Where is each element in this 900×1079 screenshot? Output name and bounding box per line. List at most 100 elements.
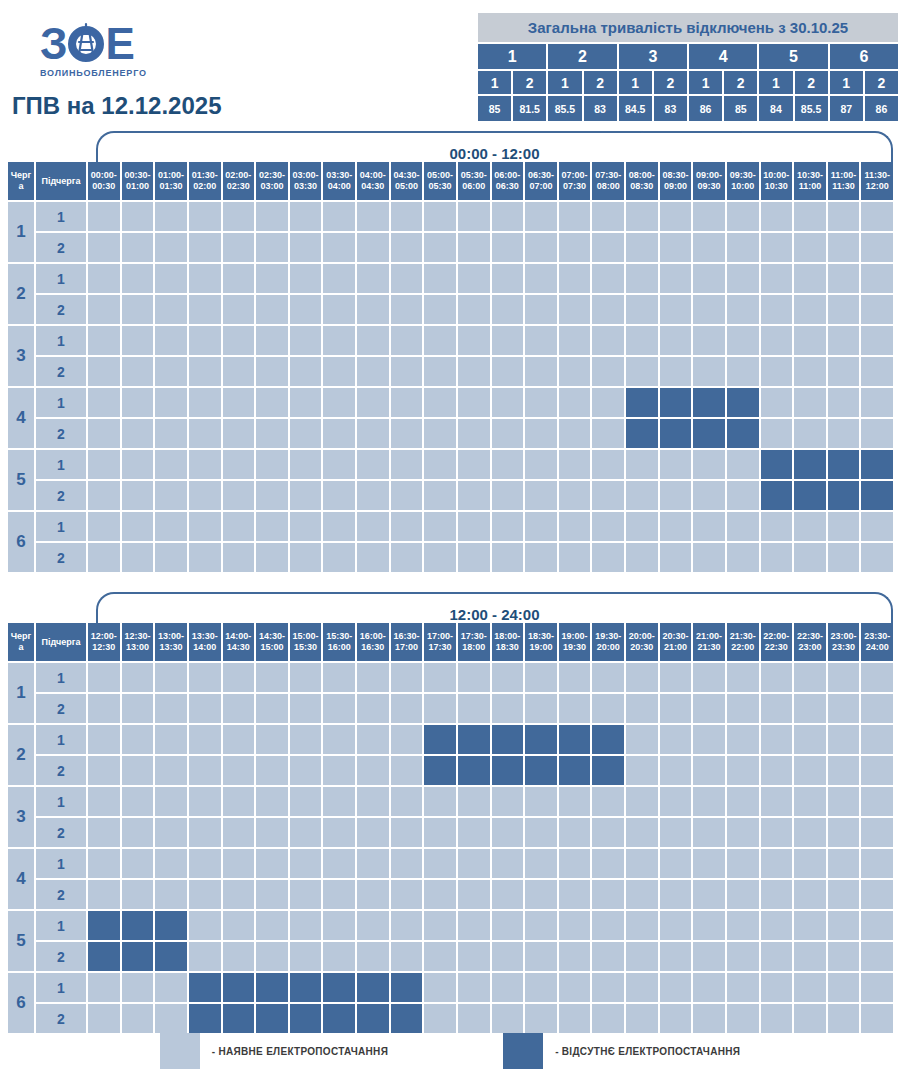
schedule-cell: [761, 942, 793, 971]
schedule-cell: [559, 512, 591, 541]
schedule-cell: [727, 264, 759, 293]
schedule-cell: [290, 849, 322, 878]
schedule-cell: [256, 818, 288, 847]
schedule-cell: [155, 233, 187, 262]
schedule-cell: [458, 202, 490, 231]
summary-outage-duration-table: Загальна тривалість відключень з 30.10.2…: [478, 13, 898, 121]
schedule-cell: [391, 694, 423, 723]
schedule-cell: [155, 787, 187, 816]
legend-item-available: - НАЯВНЕ ЕЛЕКТРОПОСТАЧАННЯ: [160, 1033, 388, 1069]
time-slot-header: 19:00-19:30: [559, 623, 591, 661]
schedule-cell: [559, 388, 591, 417]
schedule-cell: [223, 357, 255, 386]
schedule-cell: [88, 694, 120, 723]
summary-duration-value: 83: [584, 96, 617, 121]
queue-label-2: 2: [8, 264, 34, 324]
schedule-cell: [458, 295, 490, 324]
schedule-cell: [492, 973, 524, 1002]
schedule-cell: [122, 818, 154, 847]
summary-queue-row: 123456: [478, 44, 898, 69]
schedule-cell: [559, 849, 591, 878]
schedule-cell: [794, 233, 826, 262]
schedule-table-evening: ЧергаПідчерга12:00-12:3012:30-13:0013:00…: [8, 623, 893, 1033]
subqueue-label: 1: [36, 512, 86, 541]
schedule-cell: [155, 1004, 187, 1033]
schedule-cell: [693, 388, 725, 417]
schedule-cell: [492, 264, 524, 293]
schedule-cell: [424, 818, 456, 847]
schedule-cell: [458, 787, 490, 816]
schedule-cell: [290, 787, 322, 816]
schedule-cell: [88, 1004, 120, 1033]
schedule-page: З Е ВОЛИНЬОБЛЕНЕРГО ГПВ на 12.12.2025 З: [0, 0, 900, 1079]
schedule-cell: [458, 973, 490, 1002]
schedule-cell: [458, 1004, 490, 1033]
schedule-cell: [290, 942, 322, 971]
schedule-cell: [592, 357, 624, 386]
schedule-cell: [424, 512, 456, 541]
schedule-cell: [189, 818, 221, 847]
schedule-cell: [122, 357, 154, 386]
subqueue-label: 2: [36, 481, 86, 510]
schedule-cell: [256, 512, 288, 541]
schedule-cell: [189, 295, 221, 324]
schedule-cell: [357, 849, 389, 878]
schedule-cell: [323, 543, 355, 572]
schedule-cell: [391, 233, 423, 262]
schedule-cell: [559, 233, 591, 262]
schedule-cell: [391, 818, 423, 847]
schedule-cell: [357, 1004, 389, 1033]
summary-duration-value: 86: [865, 96, 898, 121]
time-slot-header: 14:30-15:00: [256, 623, 288, 661]
schedule-cell: [626, 849, 658, 878]
schedule-cell: [525, 481, 557, 510]
schedule-cell: [660, 202, 692, 231]
schedule-cell: [761, 357, 793, 386]
schedule-cell: [626, 818, 658, 847]
subqueue-label: 1: [36, 973, 86, 1002]
schedule-cell: [88, 880, 120, 909]
time-slot-header: 21:30-22:00: [727, 623, 759, 661]
schedule-cell: [424, 233, 456, 262]
schedule-cell: [660, 694, 692, 723]
schedule-cell: [794, 512, 826, 541]
schedule-cell: [559, 295, 591, 324]
schedule-cell: [122, 849, 154, 878]
schedule-cell: [828, 694, 860, 723]
schedule-cell: [424, 849, 456, 878]
schedule-cell: [592, 756, 624, 785]
schedule-cell: [660, 295, 692, 324]
summary-duration-value: 85: [724, 96, 757, 121]
schedule-cell: [761, 326, 793, 355]
schedule-cell: [525, 973, 557, 1002]
schedule-cell: [290, 481, 322, 510]
subqueue-label: 2: [36, 880, 86, 909]
schedule-cell: [727, 663, 759, 692]
time-range-label-morning: 00:00 - 12:00: [449, 146, 539, 161]
schedule-cell: [828, 295, 860, 324]
schedule-cell: [828, 725, 860, 754]
schedule-cell: [828, 264, 860, 293]
schedule-cell: [727, 880, 759, 909]
schedule-cell: [559, 973, 591, 1002]
schedule-cell: [256, 1004, 288, 1033]
schedule-cell: [189, 202, 221, 231]
summary-subqueue-header: 1: [689, 71, 722, 94]
summary-duration-value: 87: [830, 96, 863, 121]
schedule-cell: [592, 450, 624, 479]
schedule-cell: [693, 326, 725, 355]
subqueue-column-header: Підчерга: [36, 623, 86, 661]
schedule-cell: [223, 1004, 255, 1033]
time-slot-header: 17:00-17:30: [424, 623, 456, 661]
schedule-cell: [189, 880, 221, 909]
schedule-cell: [424, 911, 456, 940]
summary-queue-1: 1: [478, 44, 546, 69]
schedule-cell: [88, 663, 120, 692]
time-slot-header: 00:00-00:30: [88, 162, 120, 200]
schedule-cell: [88, 973, 120, 1002]
schedule-cell: [660, 357, 692, 386]
schedule-cell: [794, 787, 826, 816]
schedule-cell: [88, 264, 120, 293]
schedule-cell: [155, 725, 187, 754]
time-slot-header: 23:30-24:00: [861, 623, 893, 661]
